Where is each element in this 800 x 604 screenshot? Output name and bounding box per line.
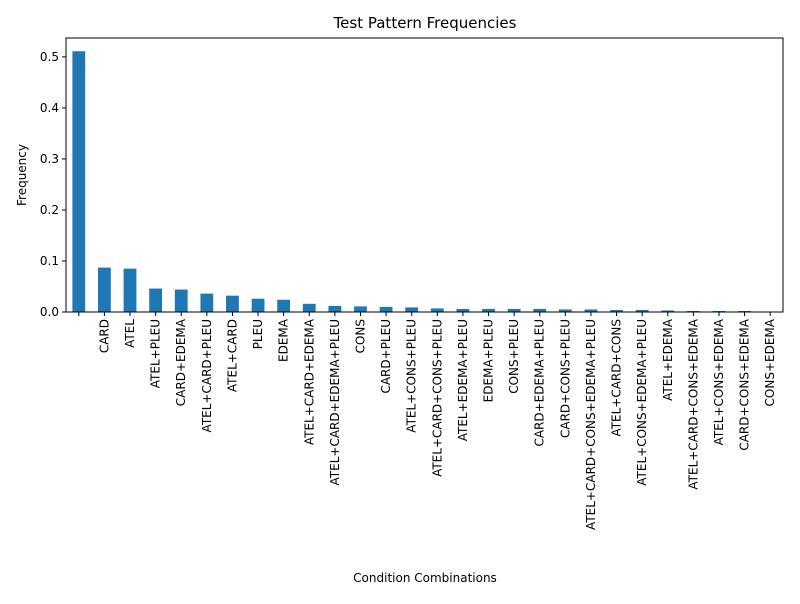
bar-5 — [200, 293, 214, 312]
x-tick-label: ATEL+CONS+EDEMA+PLEU — [635, 319, 649, 486]
x-tick-label: EDEMA+PLEU — [482, 319, 496, 402]
x-tick-label: CONS — [353, 319, 367, 353]
bar-17 — [507, 308, 521, 312]
x-tick-label: ATEL — [123, 319, 137, 348]
x-tick-label: CARD+CONS+PLEU — [558, 319, 572, 438]
bar-22 — [635, 309, 649, 312]
x-tick-label: ATEL+CARD — [225, 319, 239, 392]
bar-6 — [226, 295, 239, 312]
bars-group — [72, 51, 777, 312]
bar-8 — [277, 299, 291, 312]
chart-title: Test Pattern Frequencies — [333, 14, 517, 32]
x-axis: CARD ATEL ATEL+PLEU CARD+EDEMA ATEL+CARD+PLE… — [78, 312, 777, 530]
bar-19 — [558, 309, 572, 312]
bar-25 — [712, 310, 726, 312]
bar-11 — [354, 306, 367, 312]
bar-13 — [405, 307, 419, 312]
x-tick-label: CARD — [97, 319, 111, 353]
bar-18 — [533, 308, 547, 312]
y-axis-label: Frequency — [15, 144, 29, 206]
x-tick-label: PLEU — [251, 319, 265, 349]
x-tick-label: ATEL+CARD+CONS+PLEU — [430, 319, 444, 477]
bar-2 — [123, 268, 137, 312]
y-tick-label: 0.3 — [40, 152, 59, 166]
bar-12 — [379, 306, 393, 312]
x-axis-label: Condition Combinations — [353, 571, 497, 585]
bar-26 — [738, 310, 751, 312]
x-tick-label: CARD+CONS+EDEMA — [738, 318, 752, 450]
bar-10 — [328, 305, 342, 312]
bar-14 — [430, 308, 444, 312]
bar-1 — [98, 267, 111, 312]
y-tick-label: 0.2 — [40, 203, 59, 217]
x-tick-label: ATEL+PLEU — [149, 319, 163, 388]
bar-20 — [584, 309, 598, 312]
x-tick-label: ATEL+CONS+PLEU — [405, 319, 419, 433]
x-tick-label: CONS+EDEMA — [763, 318, 777, 406]
bar-23 — [661, 310, 675, 312]
x-tick-label: ATEL+CARD+CONS+EDEMA — [686, 318, 700, 489]
x-tick-label: ATEL+CARD+PLEU — [200, 319, 214, 432]
bar-4 — [174, 289, 188, 312]
x-tick-label: ATEL+CARD+EDEMA+PLEU — [328, 319, 342, 485]
plot-frame — [65, 37, 784, 313]
bar-7 — [251, 298, 265, 312]
bar-21 — [610, 309, 623, 312]
x-tick-label: ATEL+EDEMA — [661, 318, 675, 401]
y-tick-label: 0.4 — [40, 101, 59, 115]
x-tick-label: EDEMA — [277, 318, 291, 362]
bar-15 — [456, 308, 470, 312]
y-tick-label: 0.5 — [40, 50, 59, 64]
x-tick-label: CARD+PLEU — [379, 319, 393, 394]
x-tick-label: CARD+EDEMA — [174, 318, 188, 406]
x-tick-label: ATEL+CONS+EDEMA — [712, 318, 726, 445]
y-tick-label: 0.0 — [40, 305, 59, 319]
y-axis: 0.0 0.1 0.2 0.3 0.4 0.5 — [40, 50, 66, 319]
x-tick-label: CONS+PLEU — [507, 319, 521, 394]
y-tick-label: 0.1 — [40, 254, 59, 268]
bar-9 — [302, 303, 316, 312]
x-tick-label: CARD+EDEMA+PLEU — [533, 319, 547, 447]
x-tick-label: ATEL+EDEMA+PLEU — [456, 319, 470, 441]
x-tick-label: ATEL+CARD+CONS+EDEMA+PLEU — [584, 319, 598, 530]
bar-24 — [686, 310, 700, 312]
bar-3 — [149, 288, 163, 312]
bar-0 — [72, 51, 86, 312]
x-tick-label: ATEL+CARD+CONS — [610, 319, 624, 437]
bar-16 — [482, 308, 495, 312]
x-tick-label: ATEL+CARD+EDEMA — [302, 318, 316, 445]
